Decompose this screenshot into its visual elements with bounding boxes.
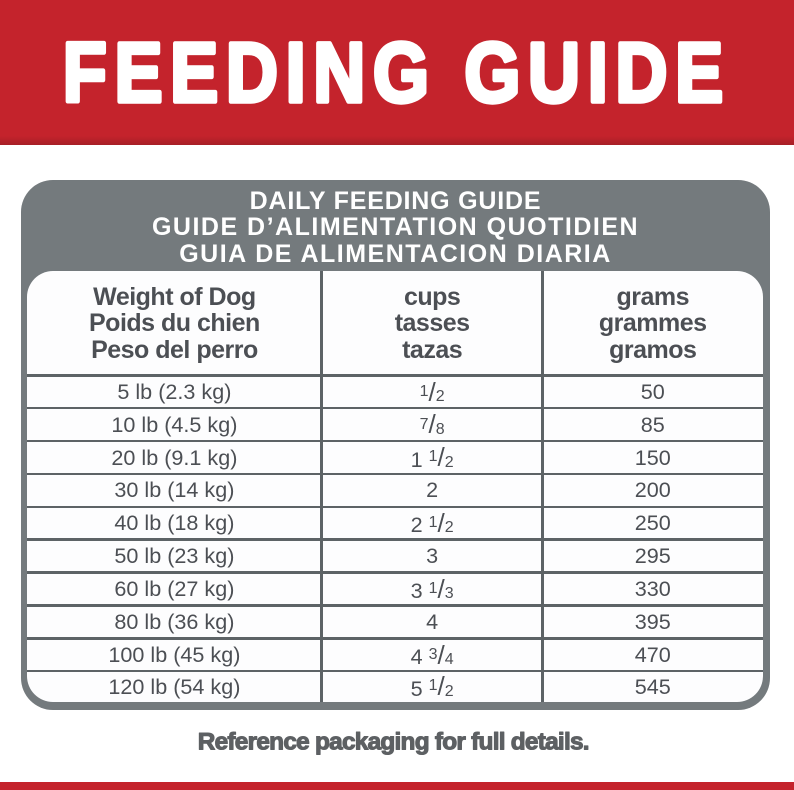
svg-text:Reference packaging for full d: Reference packaging for full details. xyxy=(198,728,589,755)
svg-text:FEEDING GUIDE: FEEDING GUIDE xyxy=(63,25,731,120)
